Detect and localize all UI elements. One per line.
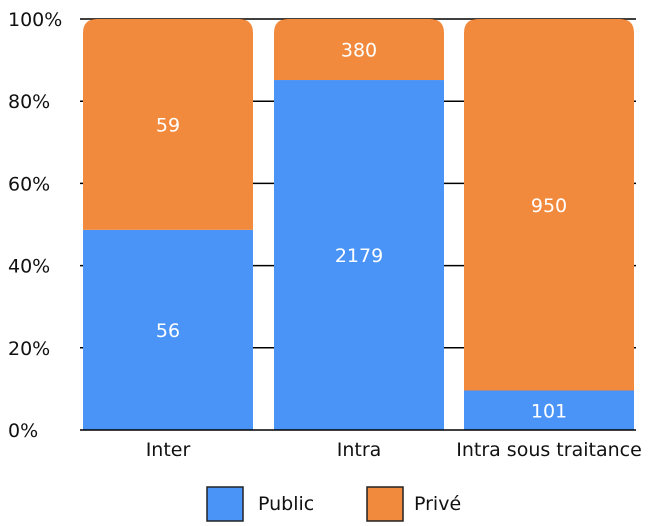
legend-label-public: Public [258, 493, 314, 515]
legend-swatch-prive [366, 486, 404, 522]
bar-stack-intra-sous-traitance [464, 19, 634, 430]
data-label: 950 [531, 195, 567, 217]
data-label: 380 [341, 40, 377, 62]
data-label: 101 [531, 400, 567, 422]
bar-segment-public [464, 390, 634, 430]
bar-segment-public [274, 80, 444, 430]
data-label: 2179 [335, 245, 383, 267]
data-label: 59 [156, 114, 180, 136]
y-tick-label: 80% [8, 91, 50, 113]
bars: 56 59 2179 380 101 950 [83, 19, 634, 430]
bar-segment-public [83, 229, 253, 430]
y-tick-label: 100% [8, 9, 62, 31]
bar-segment-prive [464, 19, 634, 391]
axes: 0% 20% 40% 60% 80% 100% Inter Intra Intra sous t… [8, 9, 642, 461]
bar-stack-inter [83, 19, 253, 430]
x-tick-label: Inter [146, 439, 191, 461]
x-tick-label: Intra sous traitance [456, 439, 642, 461]
x-tick-label: Intra [337, 439, 382, 461]
y-tick-label: 20% [8, 338, 50, 360]
bar-segment-prive [274, 19, 444, 81]
data-label: 56 [156, 320, 180, 342]
y-tick-label: 0% [8, 420, 38, 442]
legend: Public Privé [206, 486, 461, 522]
y-tick-label: 60% [8, 173, 50, 195]
bar-segment-prive [83, 19, 253, 230]
bar-stack-intra [274, 19, 444, 430]
legend-label-prive: Privé [414, 493, 461, 515]
y-tick-label: 40% [8, 256, 50, 278]
legend-swatch-public [206, 486, 244, 522]
